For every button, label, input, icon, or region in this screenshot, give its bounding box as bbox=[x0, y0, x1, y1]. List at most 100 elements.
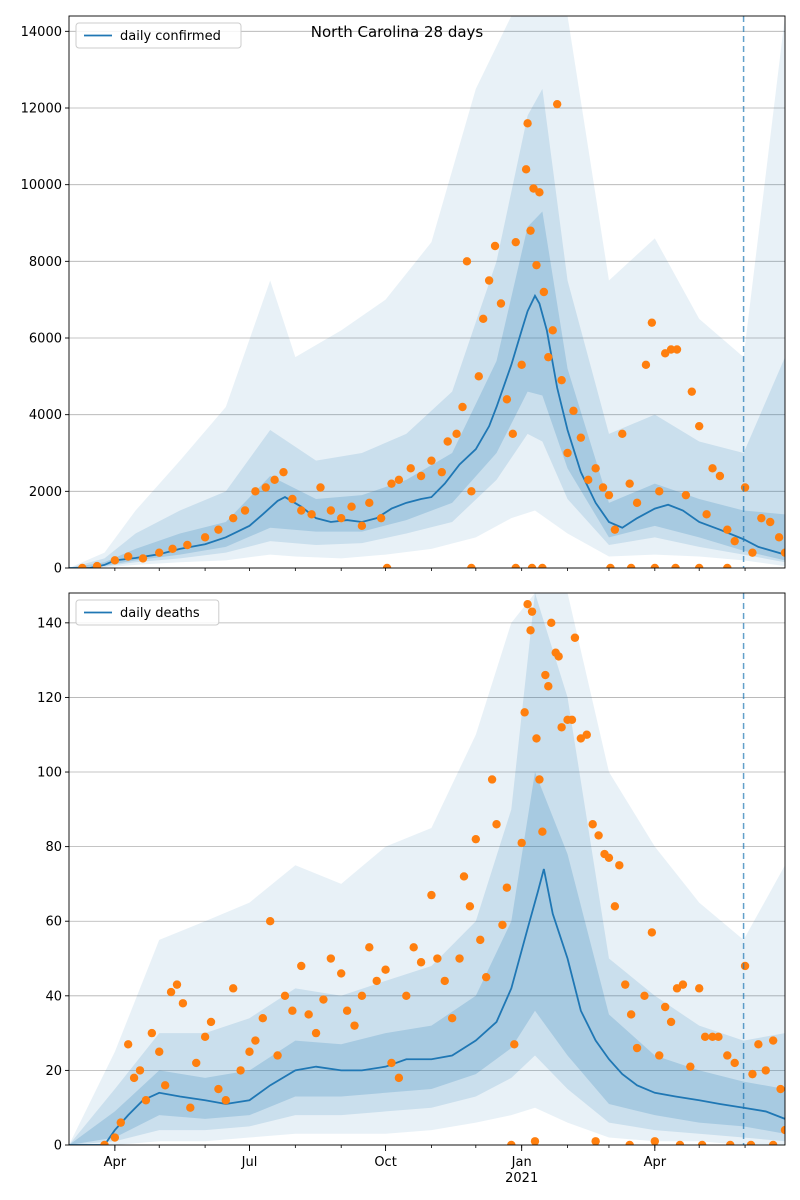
observed-point bbox=[660, 1002, 670, 1012]
observed-point bbox=[510, 1040, 519, 1049]
observed-point bbox=[382, 563, 392, 568]
observed-point bbox=[471, 834, 481, 844]
observed-point bbox=[666, 1017, 676, 1027]
observed-point bbox=[336, 513, 346, 523]
observed-point bbox=[402, 991, 411, 1001]
observed-point bbox=[714, 1032, 723, 1042]
observed-point bbox=[240, 506, 250, 515]
model-line bbox=[69, 868, 785, 1145]
observed-point bbox=[288, 494, 297, 504]
observed-point bbox=[160, 1081, 170, 1090]
axes-frame bbox=[68, 592, 786, 1146]
observed-point bbox=[526, 626, 535, 635]
observed-point bbox=[123, 1040, 133, 1049]
observed-point bbox=[172, 980, 182, 989]
observed-point bbox=[467, 563, 476, 568]
model-line bbox=[69, 293, 785, 568]
uncertainty-band-middle bbox=[69, 593, 785, 1145]
y-tick-label: 80 bbox=[45, 840, 62, 855]
figure-title: North Carolina 28 days bbox=[311, 23, 484, 41]
observed-point bbox=[557, 375, 566, 385]
observed-point bbox=[671, 563, 680, 568]
observed-point bbox=[200, 533, 210, 542]
observed-point bbox=[681, 490, 691, 500]
observed-point bbox=[621, 980, 630, 989]
observed-point bbox=[141, 1096, 151, 1105]
observed-point bbox=[544, 352, 553, 362]
observed-point bbox=[678, 980, 688, 989]
observed-point bbox=[138, 554, 148, 563]
x-tick-label: Jul bbox=[241, 1155, 258, 1170]
observed-point bbox=[554, 652, 563, 661]
observed-point bbox=[440, 976, 449, 986]
observed-point bbox=[582, 730, 591, 739]
observed-point bbox=[280, 991, 290, 1001]
observed-point bbox=[715, 471, 725, 481]
observed-point bbox=[766, 517, 775, 527]
observed-point bbox=[517, 360, 526, 370]
observed-point bbox=[357, 991, 367, 1001]
observed-point bbox=[655, 487, 664, 496]
observed-point bbox=[526, 226, 535, 235]
observed-point bbox=[326, 954, 336, 963]
observed-point bbox=[304, 1010, 313, 1019]
observed-point bbox=[702, 510, 711, 519]
observed-point bbox=[511, 563, 520, 568]
legend: daily confirmed bbox=[75, 22, 242, 49]
uncertainty-band-inner bbox=[69, 211, 785, 568]
x-tick-label: Apr bbox=[644, 1155, 667, 1170]
observed-point bbox=[776, 1084, 785, 1094]
uncertainty-band-middle bbox=[69, 88, 785, 568]
observed-point bbox=[672, 345, 682, 354]
observed-point bbox=[666, 345, 676, 354]
observed-point bbox=[465, 902, 475, 911]
observed-point bbox=[78, 563, 87, 568]
observed-point bbox=[261, 483, 270, 492]
observed-point bbox=[730, 1058, 739, 1068]
observed-point bbox=[588, 820, 597, 829]
y-tick-label: 8000 bbox=[29, 255, 62, 270]
y-tick-label: 0 bbox=[54, 1139, 62, 1154]
plot-area bbox=[69, 593, 785, 1145]
observed-point bbox=[576, 433, 586, 442]
observed-point bbox=[532, 260, 541, 270]
observed-point bbox=[258, 1013, 267, 1023]
observed-point bbox=[92, 561, 102, 568]
legend-label: daily deaths bbox=[120, 606, 200, 621]
observed-point bbox=[316, 483, 325, 492]
observed-point bbox=[183, 540, 192, 550]
observed-point bbox=[479, 314, 488, 324]
uncertainty-band-outer bbox=[69, 16, 785, 568]
observed-point bbox=[730, 536, 739, 546]
y-tick-label: 20 bbox=[45, 1064, 62, 1079]
observed-point bbox=[780, 548, 785, 557]
observed-point bbox=[100, 1140, 109, 1145]
observed-point bbox=[606, 563, 615, 568]
observed-point bbox=[774, 533, 784, 542]
observed-point bbox=[723, 1051, 732, 1060]
observed-point bbox=[686, 1062, 695, 1071]
deaths-panel: 0 20 40 60 80 100 120 140 Apr Jul Oct Jan Apr 2021 dai… bbox=[37, 592, 786, 1186]
y-tick-label: 40 bbox=[45, 989, 62, 1004]
observed-point bbox=[459, 872, 469, 881]
y-tick-label: 100 bbox=[37, 766, 62, 781]
observed-point bbox=[539, 287, 549, 297]
observed-point bbox=[168, 544, 177, 554]
observed-point bbox=[584, 475, 593, 485]
observed-point bbox=[496, 299, 506, 308]
observed-point bbox=[288, 1006, 297, 1015]
observed-point bbox=[544, 682, 553, 691]
observed-point bbox=[723, 525, 732, 534]
observed-point bbox=[221, 1096, 231, 1105]
observed-point bbox=[632, 498, 642, 508]
observed-point bbox=[319, 995, 328, 1004]
observed-point bbox=[548, 326, 557, 335]
observed-point bbox=[357, 521, 367, 531]
plot-area bbox=[69, 16, 785, 568]
observed-point bbox=[567, 715, 577, 725]
observed-point bbox=[538, 563, 547, 568]
observed-point bbox=[511, 237, 520, 247]
uncertainty-band-outer bbox=[69, 593, 785, 1145]
observed-point bbox=[625, 1140, 634, 1145]
observed-point bbox=[135, 1066, 145, 1075]
